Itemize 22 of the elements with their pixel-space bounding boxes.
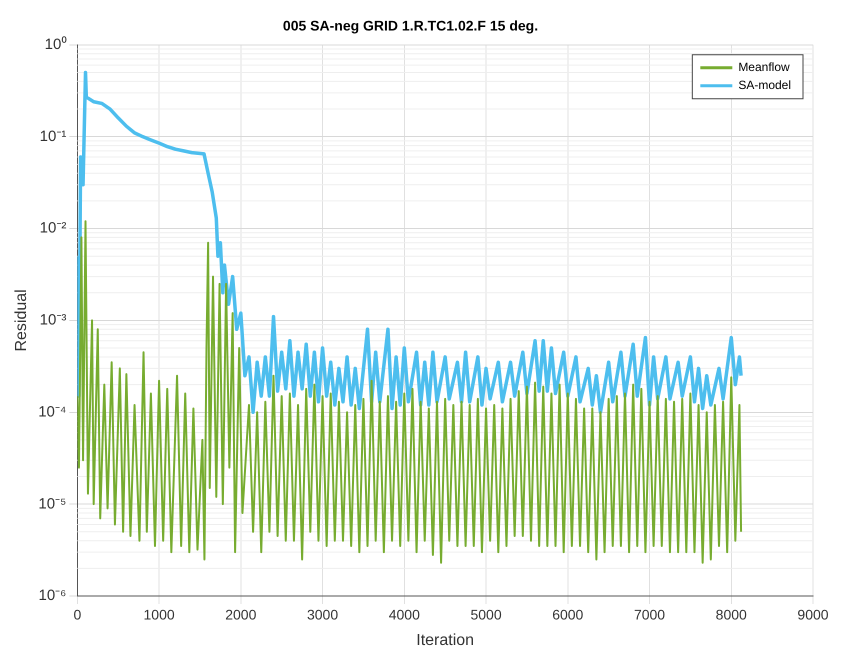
x-axis-title: Iteration [416,632,474,649]
y-tick-label: 10⁻³ [40,312,66,329]
chart-title: 005 SA-neg GRID 1.R.TC1.02.F 15 deg. [282,17,538,34]
y-tick-label: 10⁻¹ [40,128,66,145]
legend-label: Meanflow [738,60,790,74]
x-tick-label: 6000 [552,606,584,622]
x-tick-label: 1000 [143,606,175,622]
x-tick-label: 5000 [470,606,502,622]
x-tick-label: 4000 [388,606,420,622]
x-tick-label: 3000 [306,606,338,622]
x-tick-label: 8000 [716,606,748,622]
x-tick-label: 7000 [634,606,666,622]
x-tick-label: 9000 [797,606,829,622]
x-tick-label: 0 [73,606,82,622]
y-tick-label: 10⁻⁵ [38,495,66,512]
y-tick-label: 10⁻⁶ [38,587,66,604]
y-tick-label: 10⁰ [44,36,66,53]
legend-label: SA-model [738,78,791,92]
y-axis-title: Residual [13,289,30,352]
x-tick-label: 2000 [225,606,257,622]
y-tick-label: 10⁻⁴ [38,403,66,420]
y-tick-label: 10⁻² [40,220,66,237]
